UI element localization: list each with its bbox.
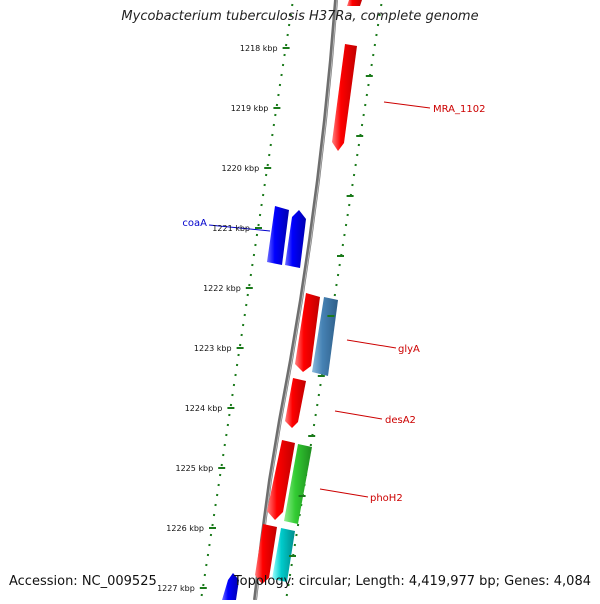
gene-block-top[interactable] bbox=[347, 0, 362, 6]
gene-label-coaA[interactable]: coaA bbox=[182, 218, 207, 229]
kbp-labels: 1218 kbp 1219 kbp 1220 kbp 1221 kbp 1222 kbp… bbox=[157, 44, 278, 593]
kbp-tick-label: 1227 kbp bbox=[157, 584, 195, 593]
kbp-tick-label: 1223 kbp bbox=[194, 344, 232, 353]
gene-block-mra1102[interactable] bbox=[332, 44, 357, 151]
kbp-tick-label: 1226 kbp bbox=[166, 524, 204, 533]
connector-phoH2 bbox=[320, 489, 368, 497]
genome-stats-label: Topology: circular; Length: 4,419,977 bp… bbox=[234, 574, 591, 589]
kbp-tick-label: 1218 kbp bbox=[240, 44, 278, 53]
kbp-tick-label: 1220 kbp bbox=[221, 164, 259, 173]
connector-desA2 bbox=[335, 411, 382, 419]
gene-label-mra1102[interactable]: MRA_1102 bbox=[433, 104, 485, 115]
kbp-tick-label: 1224 kbp bbox=[185, 404, 223, 413]
gene-label-phoH2[interactable]: phoH2 bbox=[370, 493, 403, 504]
gene-block-coaA-1[interactable] bbox=[267, 206, 289, 265]
kbp-tick-label: 1221 kbp bbox=[212, 224, 250, 233]
kbp-tick-label: 1219 kbp bbox=[231, 104, 269, 113]
kbp-tick-label: 1222 kbp bbox=[203, 284, 241, 293]
connector-glyA bbox=[347, 340, 396, 348]
connector-mra1102 bbox=[384, 102, 430, 108]
map-title: Mycobacterium tuberculosis H37Ra, comple… bbox=[0, 9, 600, 24]
gene-blocks bbox=[222, 0, 362, 600]
gene-block-coaA-2[interactable] bbox=[285, 210, 306, 268]
gene-label-desA2[interactable]: desA2 bbox=[385, 415, 416, 426]
accession-label: Accession: NC_009525 bbox=[9, 574, 157, 589]
gene-label-glyA[interactable]: glyA bbox=[398, 344, 420, 355]
kbp-tick-label: 1225 kbp bbox=[175, 464, 213, 473]
